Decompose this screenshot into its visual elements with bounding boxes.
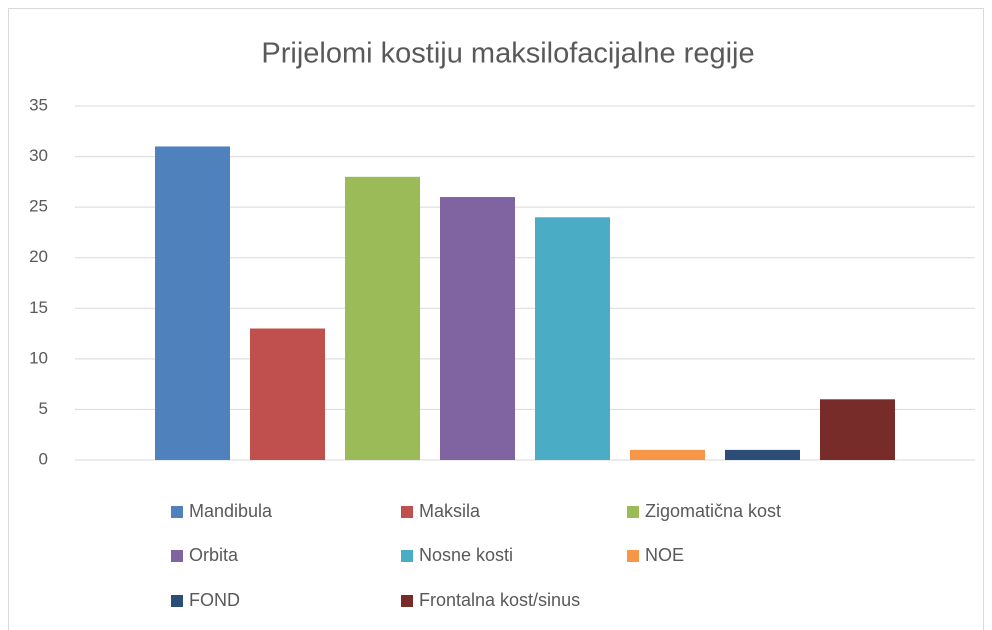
legend-swatch: [171, 506, 183, 518]
bar: [440, 197, 515, 460]
bar: [725, 449, 800, 460]
y-tick-label: 15: [29, 298, 48, 317]
legend-swatch: [627, 506, 639, 518]
legend-swatch: [627, 550, 639, 562]
y-tick-label: 25: [29, 197, 48, 216]
bar: [345, 176, 420, 461]
legend-swatch: [401, 595, 413, 607]
legend-swatch: [171, 595, 183, 607]
y-tick-label: 20: [29, 247, 48, 266]
y-tick-label: 0: [39, 449, 48, 468]
y-tick-label: 5: [39, 399, 48, 418]
bar: [155, 146, 230, 460]
bar: [630, 449, 705, 460]
legend-label: Frontalna kost/sinus: [419, 590, 580, 610]
legend-label: Maksila: [419, 501, 481, 521]
legend-label: Zigomatična kost: [645, 501, 781, 521]
y-tick-label: 35: [29, 95, 48, 114]
legend-label: Nosne kosti: [419, 545, 513, 565]
bar: [250, 328, 325, 460]
y-tick-label: 30: [29, 146, 48, 165]
chart-title: Prijelomi kostiju maksilofacijalne regij…: [261, 38, 754, 70]
bar: [535, 217, 610, 460]
legend-swatch: [401, 506, 413, 518]
legend-label: NOE: [645, 545, 684, 565]
legend-label: FOND: [189, 590, 240, 610]
legend-label: Mandibula: [189, 501, 273, 521]
legend-swatch: [171, 550, 183, 562]
y-tick-label: 10: [29, 348, 48, 367]
legend-swatch: [401, 550, 413, 562]
legend-label: Orbita: [189, 545, 239, 565]
bar: [820, 399, 895, 460]
